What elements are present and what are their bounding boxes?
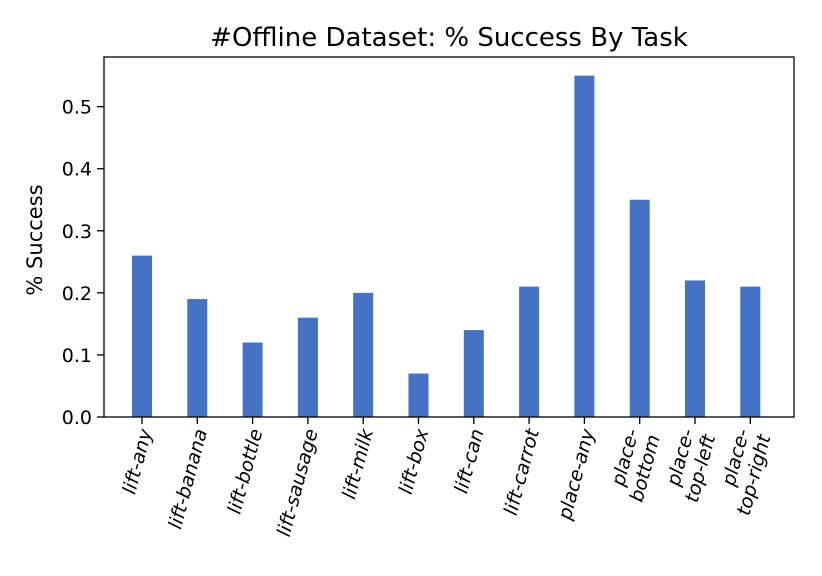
x-tick-label: place-top-right [711, 425, 775, 518]
bar-lift-carrot [519, 286, 540, 417]
x-tick-label: place-bottom [604, 426, 664, 504]
x-axis: lift-any lift-banana lift-bottle lift-sausa… [118, 417, 776, 539]
y-axis: 0.0 0.1 0.2 0.3 0.4 0.5 [62, 97, 104, 429]
bar-lift-sausage [297, 317, 318, 417]
bar-lift-any [132, 255, 152, 417]
bar-lift-box [408, 373, 429, 417]
y-axis-label: % Success [23, 184, 47, 295]
bar-lift-banana [187, 299, 208, 417]
x-tick-label: lift-carrot [500, 425, 545, 518]
y-tick-label: 0.2 [62, 283, 92, 305]
x-tick-label: lift-bottle [224, 427, 268, 517]
bar-place-top-left [685, 280, 705, 417]
y-tick-label: 0.5 [62, 97, 92, 119]
bar-lift-bottle [242, 342, 263, 417]
plot-frame [103, 56, 795, 418]
x-tick-label: place-top-left [660, 425, 721, 505]
bar-place-top-right [740, 286, 761, 417]
y-tick-label: 0.1 [62, 345, 92, 367]
bar-place-any [574, 75, 595, 417]
chart-title: #Offline Dataset: % Success By Task [210, 23, 688, 53]
bars-group [132, 75, 761, 417]
bar-lift-milk [353, 292, 374, 417]
y-tick-label: 0.4 [62, 159, 92, 181]
x-tick-label: lift-banana [164, 427, 212, 532]
bar-place-bottom [629, 199, 650, 417]
x-tick-label: lift-can [450, 427, 488, 496]
x-tick-label: place-any [554, 426, 600, 523]
y-tick-label: 0.3 [62, 221, 92, 243]
y-tick-label: 0.0 [62, 407, 92, 429]
x-tick-label: lift-any [118, 426, 157, 497]
x-tick-label: lift-milk [338, 426, 378, 502]
x-tick-label: lift-sausage [273, 427, 323, 539]
x-tick-label: lift-box [395, 426, 434, 497]
bar-lift-can [463, 330, 484, 417]
